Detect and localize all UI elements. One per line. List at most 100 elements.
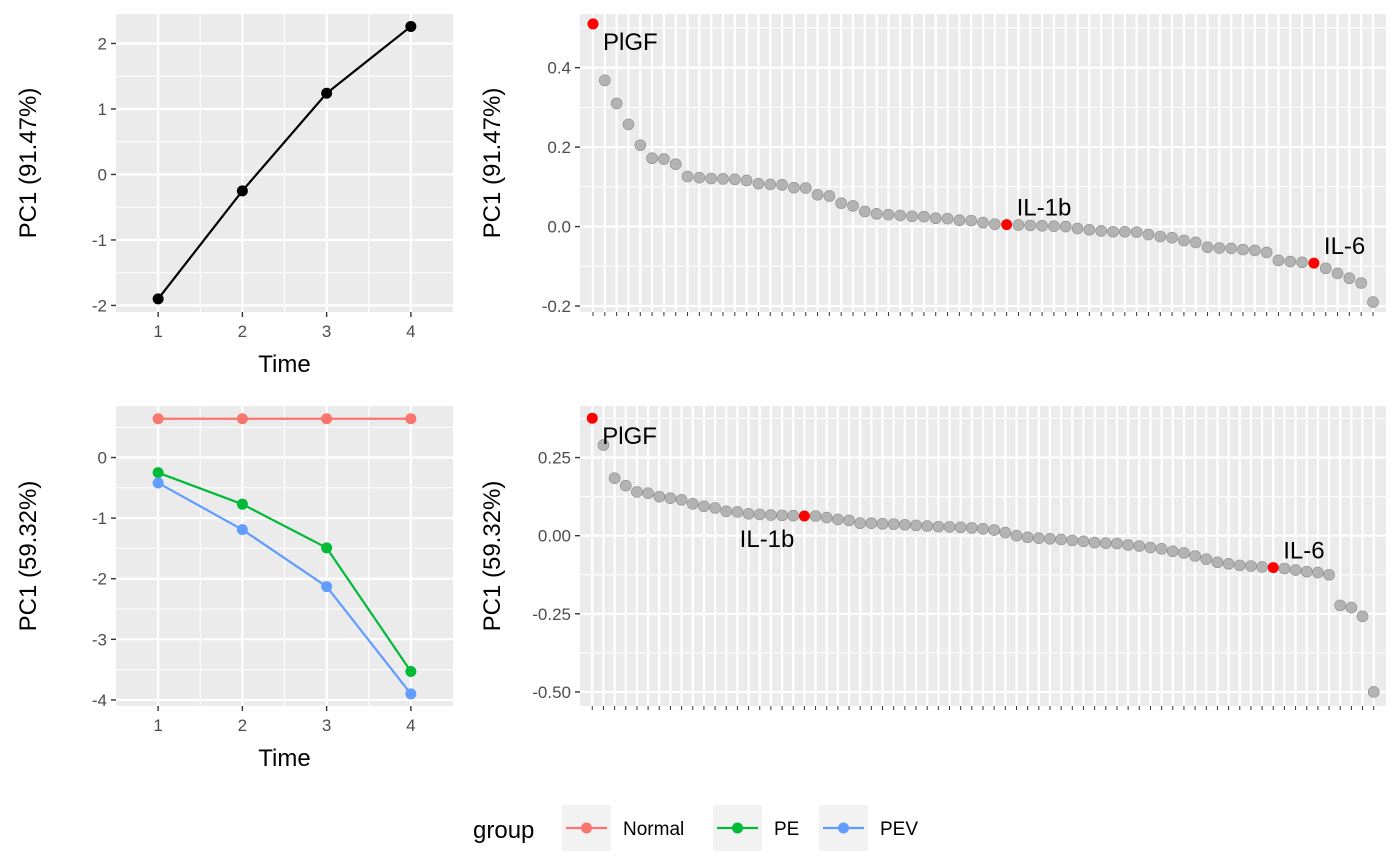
data-point (705, 172, 717, 185)
data-point (1048, 220, 1060, 232)
y-tick-label: -4 (92, 691, 107, 710)
y-tick-label: -0.25 (532, 605, 571, 624)
data-point (776, 509, 788, 522)
data-point (729, 173, 741, 186)
data-point (236, 185, 248, 197)
y-axis-title: PC1 (59.32%) (479, 481, 506, 632)
data-point (1331, 267, 1344, 280)
data-point (835, 197, 847, 209)
data-point (236, 413, 248, 425)
data-point (752, 177, 765, 190)
x-axis (592, 312, 1374, 316)
data-point (698, 500, 710, 513)
data-point (1249, 244, 1261, 257)
highlight-point (586, 412, 598, 424)
data-point (1024, 219, 1037, 232)
data-point (921, 520, 933, 532)
data-point (954, 521, 967, 534)
x-tick-label: 1 (153, 322, 162, 341)
data-point (720, 505, 733, 518)
data-point (764, 178, 777, 191)
y-axis: -4 -3 -2 -1 0 (92, 449, 116, 710)
data-point (1083, 223, 1096, 236)
data-point (823, 190, 836, 202)
data-point (681, 170, 694, 183)
data-point (1130, 226, 1143, 238)
point-label: PlGF (603, 29, 658, 56)
data-point (776, 179, 788, 191)
y-tick-label: -3 (92, 630, 107, 649)
legend-item-normal: Normal (562, 805, 684, 851)
data-point (859, 205, 871, 218)
data-point (1356, 610, 1369, 623)
data-point (843, 514, 855, 527)
data-point (977, 523, 989, 535)
data-point (1122, 539, 1134, 551)
data-point (882, 208, 895, 221)
data-point (686, 498, 699, 510)
points (586, 412, 1380, 698)
data-point (765, 509, 777, 521)
data-point (653, 490, 666, 503)
data-point (405, 665, 417, 677)
data-point (1367, 686, 1380, 698)
data-point (152, 293, 164, 305)
data-point (865, 517, 878, 529)
data-point (1095, 225, 1107, 237)
highlight-point (1308, 257, 1320, 269)
data-point (1355, 277, 1367, 289)
y-tick-label: 0.25 (538, 449, 571, 468)
data-point (1154, 230, 1167, 243)
y-axis-title: PC1 (91.47%) (479, 88, 506, 239)
data-point (597, 439, 610, 451)
y-tick-label: 0.0 (547, 218, 571, 237)
data-point (1012, 219, 1025, 231)
series-pev (152, 477, 417, 700)
x-axis: 1 2 3 4 (153, 706, 416, 735)
data-point (988, 524, 1000, 536)
x-axis-title: Time (258, 745, 310, 772)
data-point (953, 214, 966, 227)
data-point (1059, 220, 1072, 233)
data-point (1213, 242, 1226, 254)
data-point (1133, 540, 1146, 552)
data-point (731, 506, 744, 518)
point-label: PlGF (602, 423, 657, 450)
points (587, 18, 1379, 308)
series-1 (152, 20, 417, 305)
data-point (152, 413, 164, 425)
data-point (887, 518, 900, 530)
x-axis-title: Time (258, 351, 310, 378)
data-point (1166, 231, 1178, 244)
data-point (870, 208, 883, 220)
x-tick-label: 2 (238, 322, 247, 341)
data-point (910, 519, 922, 532)
data-point (1323, 568, 1335, 581)
data-point (742, 508, 755, 520)
data-point (642, 487, 654, 499)
data-point (906, 210, 918, 223)
data-point (965, 214, 977, 227)
y-axis: -0.50 -0.25 0.00 0.25 (532, 449, 580, 702)
data-point (894, 209, 907, 222)
legend-key-point (838, 822, 849, 834)
data-point (1071, 222, 1084, 235)
data-point (1142, 228, 1155, 241)
data-point (1345, 601, 1358, 614)
data-point (1222, 558, 1235, 570)
data-point (899, 518, 911, 531)
y-tick-label: -1 (92, 509, 107, 528)
data-point (809, 510, 822, 522)
point-label: IL-6 (1324, 233, 1365, 260)
data-point (876, 518, 889, 530)
data-point (1055, 533, 1067, 546)
data-point (811, 188, 824, 201)
data-point (1272, 254, 1285, 267)
data-point (608, 472, 621, 484)
data-point (932, 520, 945, 533)
y-axis: -2 -1 0 1 2 (92, 34, 116, 315)
data-point (709, 502, 721, 514)
y-tick-label: -0.2 (542, 297, 571, 316)
data-point (717, 173, 729, 185)
